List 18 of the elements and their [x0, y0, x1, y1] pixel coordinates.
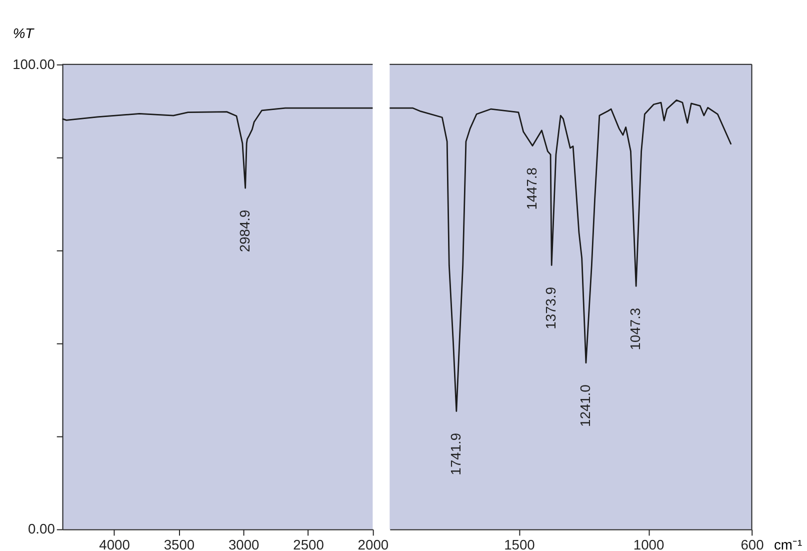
y-axis-title: %T — [12, 25, 36, 42]
x-tick-label: 2500 — [293, 536, 324, 551]
x-tick-label: 3500 — [164, 536, 195, 551]
x-tick-label: 1500 — [504, 536, 536, 551]
annotation: 2984.9 — [236, 209, 252, 252]
annotation: 1741.9 — [447, 432, 464, 476]
x-tick-label: 600 — [740, 536, 764, 551]
x-tick-label: 4000 — [99, 536, 130, 551]
x-tick-label: 3000 — [228, 536, 260, 551]
annotation: 1447.8 — [523, 167, 540, 210]
annotation: 1047.3 — [627, 308, 644, 350]
y-tick-label: 0.00 — [28, 520, 56, 537]
x-tick-label: 2000 — [358, 536, 389, 551]
x-tick-label: 1000 — [633, 536, 664, 551]
annotation: 1373.9 — [542, 286, 559, 330]
x-axis-title: cm⁻¹ — [774, 536, 802, 551]
annotation: 1241.0 — [576, 384, 593, 427]
y-tick-label: 100.00 — [12, 56, 56, 72]
